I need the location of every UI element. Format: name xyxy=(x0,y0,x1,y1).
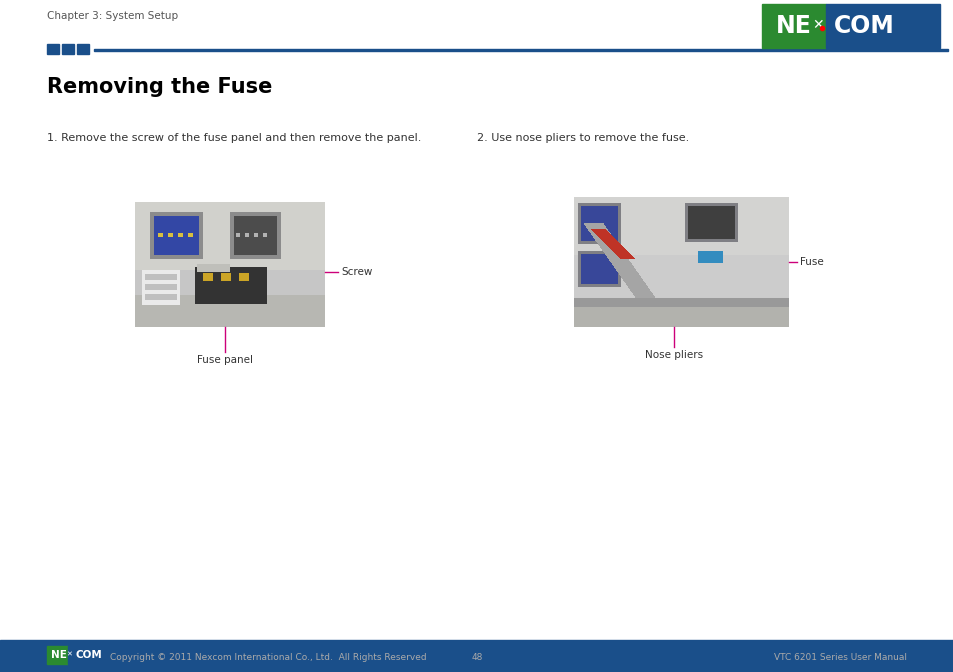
Text: COM: COM xyxy=(76,650,103,660)
Bar xyxy=(761,4,825,48)
Text: Chapter 3: System Setup: Chapter 3: System Setup xyxy=(47,11,178,21)
Text: Screw: Screw xyxy=(340,267,372,277)
Bar xyxy=(0,640,953,672)
Bar xyxy=(0,0,953,32)
Bar xyxy=(77,44,89,54)
Bar xyxy=(62,44,74,54)
Bar xyxy=(825,4,939,48)
Text: NE: NE xyxy=(775,14,811,38)
Text: Fuse panel: Fuse panel xyxy=(196,355,253,365)
Text: Fuse: Fuse xyxy=(800,257,822,267)
Text: Copyright © 2011 Nexcom International Co., Ltd.  All Rights Reserved: Copyright © 2011 Nexcom International Co… xyxy=(110,653,426,662)
Text: COM: COM xyxy=(833,14,894,38)
Text: ✕: ✕ xyxy=(811,18,823,32)
Bar xyxy=(94,49,947,51)
Text: ✕: ✕ xyxy=(66,651,71,657)
Text: 1. Remove the screw of the fuse panel and then remove the panel.: 1. Remove the screw of the fuse panel an… xyxy=(47,133,421,143)
Bar xyxy=(47,646,68,664)
Text: NE: NE xyxy=(51,650,67,660)
Text: Removing the Fuse: Removing the Fuse xyxy=(47,77,273,97)
Bar xyxy=(47,44,59,54)
Bar xyxy=(68,646,105,664)
Text: 48: 48 xyxy=(471,653,482,662)
Text: VTC 6201 Series User Manual: VTC 6201 Series User Manual xyxy=(773,653,906,662)
Text: 2. Use nose pliers to remove the fuse.: 2. Use nose pliers to remove the fuse. xyxy=(476,133,688,143)
Text: Nose pliers: Nose pliers xyxy=(644,350,702,360)
